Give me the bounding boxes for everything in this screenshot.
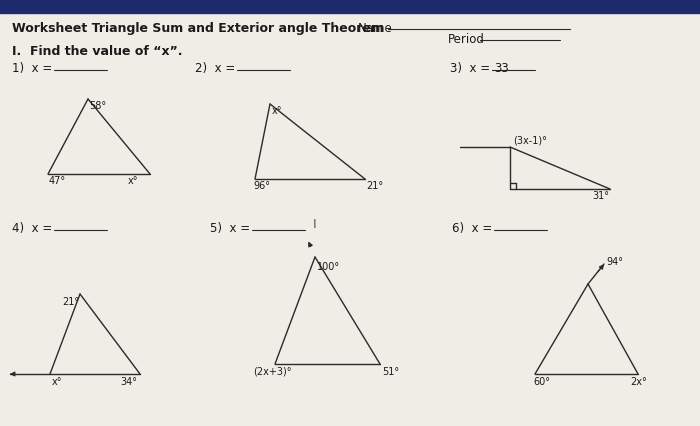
Text: 58°: 58° [89, 101, 106, 111]
Text: 60°: 60° [533, 376, 550, 386]
Text: 47°: 47° [49, 176, 66, 186]
Text: 31°: 31° [592, 190, 609, 201]
Text: x°: x° [128, 176, 139, 186]
Text: Worksheet Triangle Sum and Exterior angle Theorem: Worksheet Triangle Sum and Exterior angl… [12, 22, 384, 35]
Text: 34°: 34° [120, 376, 137, 386]
Text: I.  Find the value of “x”.: I. Find the value of “x”. [12, 45, 183, 58]
Text: 2x°: 2x° [630, 376, 647, 386]
Text: 94°: 94° [606, 256, 623, 266]
Text: 51°: 51° [382, 366, 399, 376]
Text: Kumr'uploads  >  Ethan Loper - Exterior Angle.pdf: Kumr'uploads > Ethan Loper - Exterior An… [120, 2, 330, 11]
Bar [0, 0, 700, 14]
Text: 96°: 96° [253, 181, 270, 190]
Text: 33: 33 [494, 62, 509, 75]
Text: 3)  x =: 3) x = [450, 62, 494, 75]
Text: (3x-1)°: (3x-1)° [513, 136, 547, 146]
Text: (2x+3)°: (2x+3)° [253, 366, 291, 376]
Text: 5)  x =: 5) x = [210, 222, 254, 234]
Text: Name: Name [358, 22, 393, 35]
Text: Period: Period [448, 33, 485, 46]
Text: 4)  x =: 4) x = [12, 222, 56, 234]
Text: 100°: 100° [317, 262, 340, 271]
Text: 21°: 21° [62, 296, 79, 306]
Text: I: I [313, 218, 317, 230]
Text: 1)  x =: 1) x = [12, 62, 56, 75]
Text: 6)  x =: 6) x = [452, 222, 496, 234]
Text: 21°: 21° [366, 181, 383, 190]
Text: x°: x° [272, 106, 283, 116]
Text: 2)  x =: 2) x = [195, 62, 239, 75]
Text: x°: x° [52, 376, 62, 386]
